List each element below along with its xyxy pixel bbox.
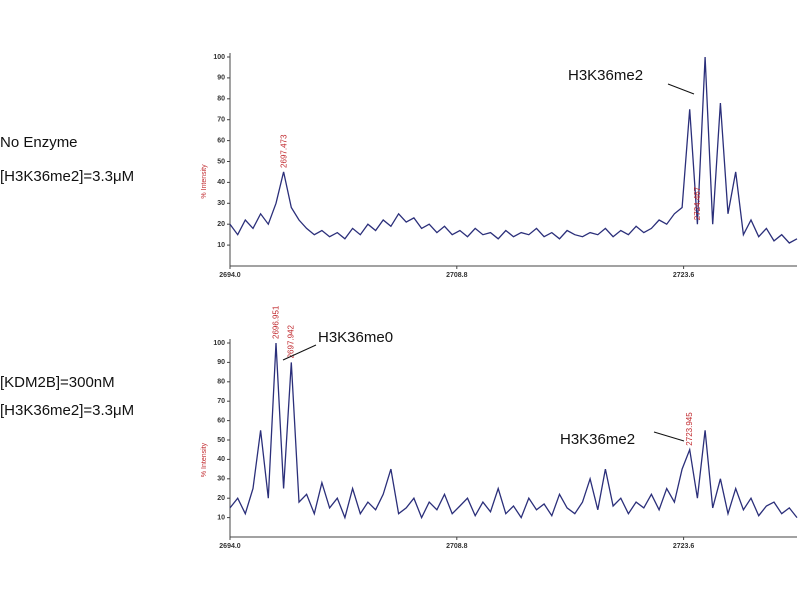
x-tick-label: 2694.0 bbox=[219, 272, 241, 279]
y-tick-label: 90 bbox=[217, 75, 225, 82]
x-tick-label: 2694.0 bbox=[219, 543, 241, 550]
spectrum-line bbox=[229, 342, 798, 520]
y-tick-label: 10 bbox=[217, 242, 225, 249]
x-tick-label: 2708.8 bbox=[446, 272, 468, 279]
y-tick-label: 60 bbox=[217, 137, 225, 144]
peak-annotation: H3K36me0 bbox=[318, 329, 393, 346]
y-tick-label: 30 bbox=[217, 476, 225, 483]
y-tick-label: 10 bbox=[217, 514, 225, 521]
y-tick-label: 20 bbox=[217, 221, 225, 228]
peak-label: 2723.945 bbox=[685, 412, 694, 446]
y-tick-label: 20 bbox=[217, 495, 225, 502]
y-tick-label: 30 bbox=[217, 200, 225, 207]
condition-label: [H3K36me2]=3.3μM bbox=[0, 402, 134, 419]
peak-annotation: H3K36me2 bbox=[560, 431, 635, 448]
y-tick-label: 60 bbox=[217, 417, 225, 424]
y-tick-label: 40 bbox=[217, 456, 225, 463]
y-tick-label: 70 bbox=[217, 398, 225, 405]
annotation-leader bbox=[667, 83, 695, 95]
annotation-leader bbox=[653, 431, 685, 442]
y-tick-label: 90 bbox=[217, 359, 225, 366]
y-tick-label: 80 bbox=[217, 379, 225, 386]
x-tick-label: 2723.6 bbox=[673, 272, 695, 279]
condition-label: [H3K36me2]=3.3μM bbox=[0, 168, 134, 185]
spectrum-line bbox=[229, 56, 798, 244]
y-axis-label: % Intensity bbox=[201, 164, 208, 199]
y-tick-label: 50 bbox=[217, 437, 225, 444]
x-tick-label: 2708.8 bbox=[446, 543, 468, 550]
y-tick-label: 40 bbox=[217, 179, 225, 186]
y-axis-label: % Intensity bbox=[201, 442, 208, 477]
peak-label: 2724.467 bbox=[693, 186, 702, 220]
y-tick-label: 80 bbox=[217, 96, 225, 103]
condition-label: [KDM2B]=300nM bbox=[0, 374, 115, 391]
peak-label: 2697.473 bbox=[279, 134, 288, 168]
y-tick-label: 100 bbox=[213, 340, 225, 347]
peak-label: 2696.951 bbox=[271, 305, 280, 339]
y-tick-label: 100 bbox=[213, 54, 225, 61]
annotation-leader bbox=[282, 344, 317, 361]
peak-label: 2697.942 bbox=[287, 324, 296, 358]
x-tick-label: 2723.6 bbox=[673, 543, 695, 550]
y-tick-label: 50 bbox=[217, 158, 225, 165]
peak-annotation: H3K36me2 bbox=[568, 67, 643, 84]
condition-label: No Enzyme bbox=[0, 134, 78, 151]
y-tick-label: 70 bbox=[217, 117, 225, 124]
